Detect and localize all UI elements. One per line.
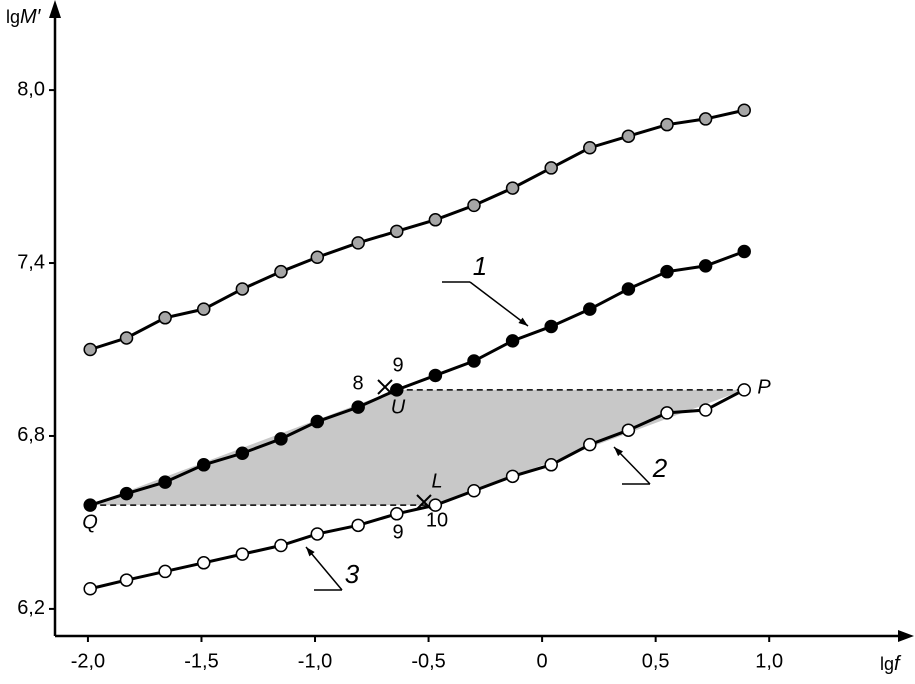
data-point — [274, 264, 288, 279]
x-tick-label: 1,0 — [755, 650, 783, 672]
data-point — [467, 198, 481, 213]
data-point — [196, 556, 211, 570]
data-point — [660, 117, 674, 132]
y-tick-label: 6,2 — [17, 597, 45, 619]
data-point — [660, 406, 674, 420]
x-tick-label: 0,5 — [642, 650, 670, 672]
y-label-symbol: M′ — [20, 6, 42, 28]
data-point — [83, 581, 97, 596]
data-point — [621, 423, 636, 437]
x-tick-label: 0 — [537, 650, 548, 672]
data-point — [310, 414, 325, 429]
y-tick-label: 6,8 — [17, 424, 45, 446]
x-tick-label: -1,5 — [184, 650, 218, 672]
leader-arrow — [306, 547, 315, 557]
point-label: 9 — [392, 521, 403, 543]
data-point — [505, 334, 520, 348]
data-point — [274, 538, 288, 553]
y-axis-arrow — [49, 0, 61, 18]
data-point — [390, 383, 404, 397]
cross-marker — [416, 494, 432, 510]
data-point — [390, 224, 404, 239]
data-point — [119, 331, 134, 345]
point-label: Q — [82, 511, 98, 533]
data-point — [544, 319, 558, 334]
point-label: 10 — [426, 509, 448, 531]
curve-label: 3 — [345, 559, 360, 589]
data-point — [235, 282, 250, 296]
x-tick-label: -0,5 — [411, 650, 445, 672]
data-point — [235, 547, 250, 561]
data-point — [737, 383, 751, 397]
data-point — [158, 311, 172, 325]
data-point — [158, 564, 172, 579]
data-point — [621, 282, 636, 296]
plot-area — [90, 389, 745, 506]
data-point — [274, 432, 288, 446]
data-point — [505, 469, 520, 484]
y-axis-label: lgM′ — [6, 6, 42, 28]
data-point — [235, 446, 250, 461]
x-tick-label: -1,0 — [298, 650, 332, 672]
data-point — [83, 498, 97, 512]
x-label-symbol: f — [894, 653, 902, 675]
data-point — [310, 527, 325, 541]
leader-arrow — [614, 447, 624, 457]
point-label: P — [757, 376, 771, 398]
data-point — [621, 129, 636, 143]
data-point — [544, 161, 558, 175]
series-line — [89, 250, 745, 507]
curve-label: 1 — [473, 251, 487, 281]
data-point — [351, 518, 365, 533]
data-point — [158, 475, 172, 489]
x-axis-label: lgf — [880, 653, 902, 675]
data-point — [310, 250, 325, 265]
y-tick-label: 7,4 — [17, 251, 45, 273]
data-point — [351, 236, 365, 250]
y-label-prefix: lg — [6, 7, 20, 27]
data-point — [351, 400, 365, 414]
x-axis-arrow — [898, 630, 914, 642]
data-point — [428, 498, 443, 512]
x-label-prefix: lg — [880, 654, 894, 674]
data-point — [390, 507, 404, 521]
data-point — [583, 140, 597, 155]
data-point — [544, 458, 558, 472]
data-point — [660, 264, 674, 279]
data-point — [428, 213, 443, 227]
data-point — [196, 302, 211, 316]
data-point — [467, 483, 481, 498]
data-point — [83, 342, 97, 357]
point-label: 9 — [392, 354, 403, 376]
data-point — [698, 259, 713, 273]
data-point — [119, 573, 134, 587]
series-line — [89, 108, 745, 351]
point-label: U — [391, 396, 406, 418]
data-point — [698, 403, 713, 417]
data-point — [737, 244, 751, 259]
data-point — [119, 486, 134, 501]
data-point — [428, 368, 443, 383]
point-label: 8 — [352, 372, 363, 394]
data-point — [737, 103, 751, 118]
x-tick-label: -2,0 — [71, 650, 105, 672]
data-point — [698, 112, 713, 126]
leader-arrow — [518, 317, 528, 326]
data-point — [505, 181, 520, 195]
shaded-region — [90, 389, 745, 506]
data-point — [196, 458, 211, 472]
data-point — [583, 302, 597, 316]
cross-marker — [377, 379, 393, 395]
point-label: L — [431, 470, 442, 492]
data-point — [583, 437, 597, 452]
y-tick-label: 8,0 — [17, 78, 45, 100]
leader-line — [469, 281, 529, 327]
data-point — [467, 354, 481, 368]
curve-label: 2 — [652, 453, 668, 483]
